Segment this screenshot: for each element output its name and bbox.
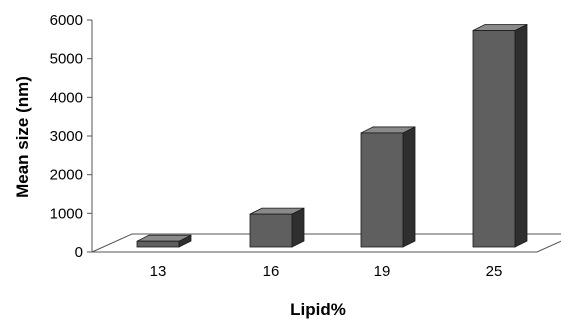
x-tick-label: 19: [374, 263, 391, 280]
y-tick-label: 3000: [50, 128, 83, 145]
bar-front: [136, 240, 180, 248]
y-tick-label: 0: [75, 244, 83, 261]
bar-front: [249, 213, 293, 248]
y-tick-label: 4000: [50, 89, 83, 106]
x-tick-label: 25: [486, 263, 503, 280]
y-tick-label: 5000: [50, 51, 83, 68]
bar-side: [291, 207, 305, 248]
chart-floor: [91, 233, 561, 253]
y-axis-title: Mean size (nm): [13, 76, 32, 198]
bar-side: [514, 23, 528, 248]
y-tick-label: 1000: [50, 205, 83, 222]
x-axis-title: Lipid%: [290, 300, 346, 319]
bar: [472, 23, 528, 248]
x-tick-label: 16: [263, 263, 280, 280]
bar: [360, 126, 416, 248]
bar-front: [472, 30, 516, 248]
x-tick-label: 13: [150, 263, 167, 280]
bar: [249, 207, 305, 248]
bar-front: [360, 132, 404, 248]
bar-side: [402, 126, 416, 248]
y-tick-label: 6000: [50, 12, 83, 29]
bar: [136, 234, 192, 248]
y-tick-label: 2000: [50, 167, 83, 184]
